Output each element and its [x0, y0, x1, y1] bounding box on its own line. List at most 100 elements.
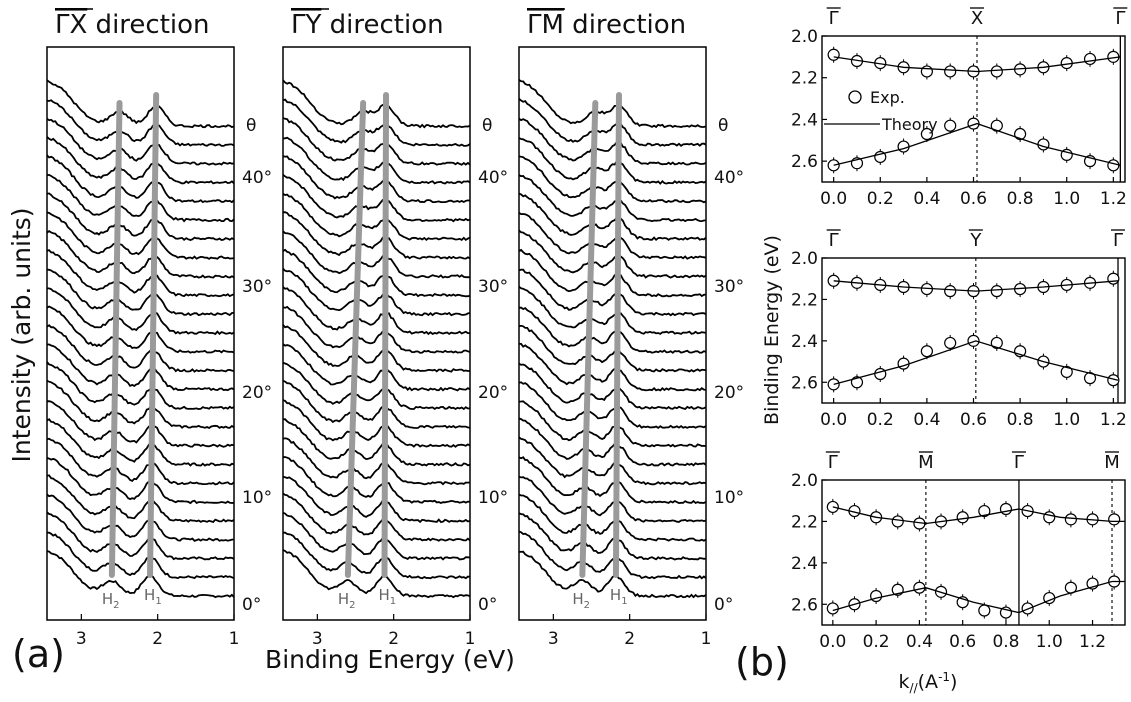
y-tick-label: 2.0 — [791, 27, 818, 47]
x-tick-label: 1.0 — [1036, 632, 1063, 652]
plot-frame — [821, 257, 1126, 404]
peak-h1-guide — [381, 92, 390, 578]
spectrum-line — [46, 324, 235, 373]
panel-a-label: (a) — [12, 632, 65, 676]
spectra-title: ΓY direction — [291, 10, 444, 40]
spectrum-line — [46, 118, 235, 166]
angle-label: 40° — [714, 168, 744, 188]
angle-label: θ — [718, 116, 728, 136]
theory-line — [833, 122, 1121, 166]
peak-h1-guide — [612, 92, 622, 578]
spectrum-line — [282, 361, 471, 411]
spectrum-line — [518, 306, 707, 354]
peak-label-h2: H2 — [572, 590, 590, 611]
angle-label: 0° — [242, 595, 261, 615]
spectrum-line — [282, 475, 471, 524]
title-rest: direction — [321, 10, 443, 40]
angle-label: 10° — [242, 488, 272, 508]
title-letters: ΓY — [291, 10, 321, 40]
exp-point — [990, 336, 1003, 350]
exp-point — [1083, 52, 1097, 66]
symmetry-label: Γ — [829, 8, 839, 29]
spectrum-line — [282, 98, 471, 147]
spectrum-line — [282, 418, 471, 467]
spectrum-line — [46, 550, 235, 599]
spectrum-line — [282, 437, 471, 486]
exp-point — [897, 357, 910, 370]
exp-point — [978, 504, 991, 518]
x-tick-label: 0.8 — [992, 632, 1019, 652]
spectrum-line — [282, 305, 471, 354]
spectrum-line — [282, 343, 471, 392]
spectrum-line — [282, 286, 471, 336]
x-tick-label: 2 — [152, 629, 163, 649]
spectrum-line — [518, 417, 707, 467]
plot-frame — [821, 479, 1126, 626]
spectrum-line — [46, 79, 235, 129]
peak-label-h2: H2 — [102, 590, 120, 611]
spectrum-line — [46, 474, 235, 524]
y-tick-label: 2.0 — [791, 249, 818, 269]
exp-point — [1108, 513, 1121, 526]
x-tick-label: 0.0 — [820, 410, 847, 430]
x-tick-label: 0.4 — [906, 632, 933, 652]
y-tick-label: 2.6 — [791, 152, 818, 172]
spectrum-line — [282, 230, 471, 279]
spectra-title: ΓM direction — [527, 10, 686, 40]
spectrum-line — [282, 511, 471, 561]
spectrum-line — [46, 361, 235, 411]
peak-sub: 1 — [621, 596, 627, 607]
peak-h1-guide — [147, 92, 160, 578]
exp-point — [1037, 138, 1050, 151]
symmetry-label: Γ — [1113, 230, 1123, 251]
x-tick-label: 2 — [388, 629, 399, 649]
exp-point — [956, 511, 969, 524]
spectrum-line — [518, 155, 707, 204]
spectrum-line — [282, 155, 471, 204]
angle-label: 0° — [714, 595, 733, 615]
spectrum-line — [282, 549, 471, 599]
symmetry-label: Γ — [828, 452, 838, 473]
exp-point — [874, 367, 887, 381]
spectrum-line — [46, 230, 235, 279]
spectrum-line — [46, 379, 235, 430]
spectrum-line — [518, 530, 707, 580]
symmetry-label: M — [918, 452, 934, 473]
spectrum-line — [47, 287, 235, 336]
spectrum-line — [518, 381, 707, 430]
spectrum-line — [518, 137, 707, 185]
peak-sub: 2 — [584, 600, 590, 611]
spectrum-line — [518, 117, 707, 166]
x-tick-label: 1.2 — [1079, 632, 1106, 652]
angle-label: θ — [482, 116, 492, 136]
panel-a-ylabel: Intensity (arb. units) — [7, 207, 36, 462]
theory-line — [832, 580, 1125, 614]
spectrum-line — [518, 493, 707, 542]
spectrum-line — [46, 400, 235, 448]
spectrum-line — [46, 437, 235, 486]
exp-point — [1064, 513, 1077, 526]
xlabel-part: // — [910, 681, 919, 695]
x-tick-label: 1 — [701, 629, 712, 649]
exp-point — [1107, 159, 1120, 172]
spectra-frame — [518, 46, 707, 621]
exp-point — [999, 502, 1013, 516]
y-tick-label: 2.2 — [791, 290, 818, 310]
spectrum-line — [46, 211, 235, 260]
symmetry-label: Γ — [1115, 8, 1125, 29]
spectrum-line — [282, 399, 471, 448]
spectrum-line — [282, 531, 471, 580]
spectrum-line — [282, 492, 471, 542]
spectrum-line — [46, 343, 235, 392]
x-tick-label: 1.0 — [1053, 189, 1080, 209]
peak-label-h2: H2 — [338, 590, 356, 611]
exp-point — [944, 285, 957, 298]
spectrum-line — [518, 192, 707, 242]
exp-point — [827, 48, 840, 61]
y-tick-label: 2.2 — [791, 512, 818, 532]
exp-point — [990, 65, 1003, 78]
angle-label: 30° — [714, 277, 744, 297]
theory-line — [833, 340, 1119, 386]
y-tick-label: 2.0 — [791, 471, 818, 491]
